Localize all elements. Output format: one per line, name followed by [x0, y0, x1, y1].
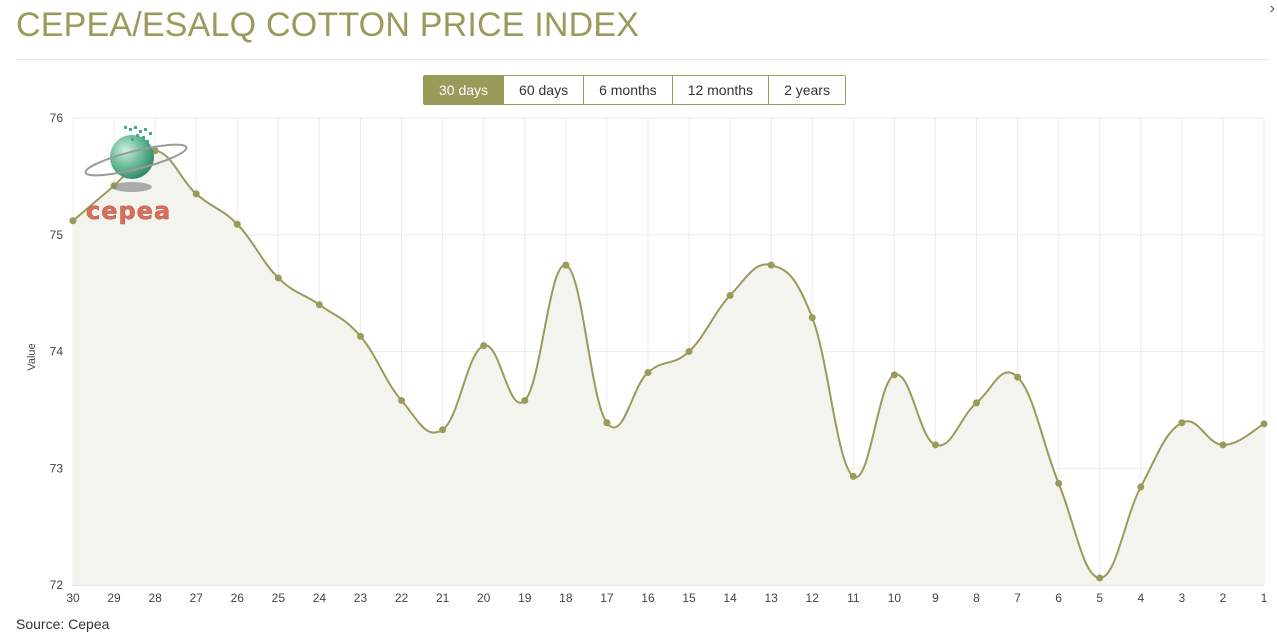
- x-tick-label: 29: [107, 591, 121, 605]
- data-point-10[interactable]: [890, 371, 898, 379]
- data-point-4[interactable]: [1137, 483, 1145, 491]
- source-note: Source: Cepea: [16, 616, 110, 632]
- x-tick-label: 14: [723, 591, 737, 605]
- chart-points: [69, 147, 1268, 582]
- data-point-6[interactable]: [1055, 479, 1063, 487]
- data-point-30[interactable]: [69, 217, 77, 225]
- x-tick-label: 23: [354, 591, 368, 605]
- data-point-2[interactable]: [1219, 441, 1227, 449]
- x-tick-label: 6: [1055, 591, 1062, 605]
- data-point-15[interactable]: [685, 348, 693, 355]
- y-tick-label: 74: [50, 345, 64, 359]
- title-divider: [16, 59, 1269, 60]
- range-2-years-button[interactable]: 2 years: [768, 76, 845, 104]
- x-tick-label: 10: [888, 591, 902, 605]
- data-point-3[interactable]: [1178, 419, 1186, 427]
- x-tick-label: 1: [1261, 591, 1268, 605]
- x-tick-label: 13: [764, 591, 778, 605]
- data-point-22[interactable]: [398, 397, 406, 405]
- range-12-months-button[interactable]: 12 months: [671, 76, 769, 104]
- x-tick-label: 12: [806, 591, 820, 605]
- data-point-5[interactable]: [1096, 574, 1104, 582]
- data-point-7[interactable]: [1014, 373, 1022, 381]
- x-tick-label: 8: [973, 591, 980, 605]
- range-30-days-button[interactable]: 30 days: [424, 76, 504, 104]
- close-icon[interactable]: ›: [1269, 0, 1275, 17]
- x-tick-label: 28: [148, 591, 162, 605]
- data-point-14[interactable]: [726, 291, 734, 299]
- range-selector: 30 days 60 days 6 months 12 months 2 yea…: [423, 75, 846, 105]
- data-point-21[interactable]: [439, 426, 447, 434]
- y-tick-label: 73: [50, 461, 64, 475]
- logo-text: cepea: [86, 197, 171, 225]
- y-axis-ticks: 72 73 74 75 76: [50, 111, 64, 592]
- data-point-9[interactable]: [931, 441, 939, 449]
- x-tick-label: 2: [1220, 591, 1227, 605]
- data-point-27[interactable]: [192, 190, 200, 198]
- data-point-25[interactable]: [274, 274, 282, 282]
- data-point-12[interactable]: [808, 314, 816, 322]
- range-6-months-button[interactable]: 6 months: [583, 76, 672, 104]
- cepea-logo: cepea: [84, 126, 188, 225]
- x-tick-label: 25: [272, 591, 286, 605]
- data-point-24[interactable]: [315, 301, 323, 309]
- x-tick-label: 16: [641, 591, 655, 605]
- x-tick-label: 15: [682, 591, 696, 605]
- data-point-18[interactable]: [562, 261, 570, 269]
- x-tick-label: 21: [436, 591, 450, 605]
- data-point-17[interactable]: [603, 419, 611, 427]
- x-tick-label: 5: [1096, 591, 1103, 605]
- chart-area-fill: [73, 150, 1264, 585]
- data-point-23[interactable]: [356, 332, 364, 340]
- x-tick-label: 9: [932, 591, 939, 605]
- data-point-19[interactable]: [521, 397, 529, 405]
- x-axis-ticks: 30 29 28 27 26 25 24 23 22 21 20 19 18 17 16 15 14 13 12 11…: [66, 591, 1267, 605]
- x-tick-label: 17: [600, 591, 614, 605]
- y-tick-label: 75: [50, 228, 64, 242]
- y-tick-label: 76: [50, 111, 64, 125]
- data-point-20[interactable]: [480, 342, 488, 350]
- range-60-days-button[interactable]: 60 days: [503, 76, 584, 104]
- x-tick-label: 19: [518, 591, 532, 605]
- x-tick-label: 11: [847, 591, 860, 605]
- data-point-26[interactable]: [233, 220, 241, 228]
- data-point-13[interactable]: [767, 261, 775, 269]
- y-axis-label: Value: [26, 343, 38, 370]
- x-tick-label: 20: [477, 591, 491, 605]
- x-tick-label: 27: [190, 591, 204, 605]
- data-point-1[interactable]: [1260, 420, 1268, 428]
- x-tick-label: 4: [1137, 591, 1144, 605]
- data-point-16[interactable]: [644, 369, 652, 377]
- x-tick-label: 22: [395, 591, 409, 605]
- page-title: CEPEA/ESALQ COTTON PRICE INDEX: [16, 6, 640, 44]
- x-tick-label: 26: [231, 591, 245, 605]
- x-tick-label: 7: [1014, 591, 1021, 605]
- y-tick-label: 72: [50, 578, 64, 592]
- data-point-11[interactable]: [849, 472, 857, 480]
- data-point-8[interactable]: [973, 399, 981, 407]
- x-tick-label: 24: [313, 591, 327, 605]
- x-tick-label: 3: [1179, 591, 1186, 605]
- x-tick-label: 30: [66, 591, 80, 605]
- x-tick-label: 18: [559, 591, 573, 605]
